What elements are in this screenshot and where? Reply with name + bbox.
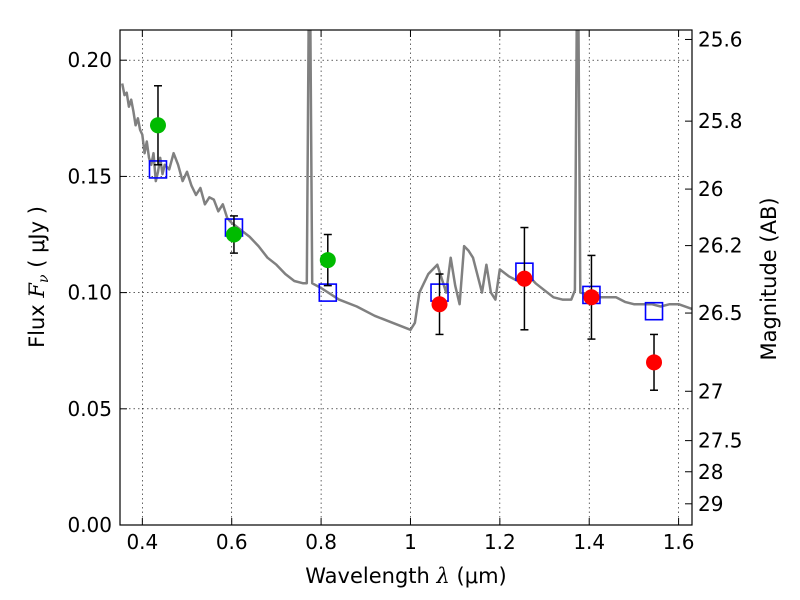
y2-tick-label: 29: [698, 492, 723, 516]
x-tick-label: 1.2: [484, 530, 516, 554]
y2-tick-label: 27.5: [698, 429, 743, 453]
x-tick-label: 1.4: [573, 530, 605, 554]
x-tick-label: 1.6: [663, 530, 695, 554]
observed-flux-point: [149, 117, 166, 134]
plot-frame: [119, 29, 693, 526]
y-axis-title: Flux Fν ( μJy ): [25, 206, 52, 348]
y2-tick-label: 28: [698, 460, 723, 484]
y2-axis-title: Magnitude (AB): [757, 197, 781, 360]
x-tick-label: 0.6: [216, 530, 248, 554]
y-tick-label: 0.15: [67, 164, 112, 188]
y2-tick-label: 25.8: [698, 109, 743, 133]
observed-flux-point: [319, 252, 336, 269]
y2-tick-label: 26: [698, 177, 723, 201]
observed-flux-point: [646, 354, 663, 371]
y-tick-label: 0.00: [67, 513, 112, 537]
y2-tick-label: 26.2: [698, 234, 743, 258]
axis-ticks: 0.4 0.6 0.8 1 1.2 1.4 1.6 0.00 0.05 0.10 0.15 0.20 2…: [67, 27, 742, 554]
y-tick-label: 0.05: [67, 397, 112, 421]
model-square-marker: [644, 301, 664, 321]
grid: [120, 30, 692, 525]
observed-flux-point: [583, 289, 600, 306]
y2-tick-label: 26.5: [698, 301, 743, 325]
y2-tick-label: 25.6: [698, 27, 743, 51]
model-spectrum-layer: [120, 30, 692, 332]
x-tick-label: 1: [404, 530, 417, 554]
x-tick-label: 0.8: [305, 530, 337, 554]
y-tick-label: 0.10: [67, 281, 112, 305]
observed-flux-point: [431, 296, 448, 313]
x-tick-label: 0.4: [126, 530, 158, 554]
model-spectrum-line: [120, 30, 692, 332]
x-axis-title: Wavelength λ (μm): [305, 564, 506, 588]
photometry-markers: [148, 85, 664, 391]
observed-flux-point: [225, 226, 242, 243]
y-tick-label: 0.20: [67, 48, 112, 72]
observed-flux-point: [516, 270, 533, 287]
y2-tick-label: 27: [698, 379, 723, 403]
